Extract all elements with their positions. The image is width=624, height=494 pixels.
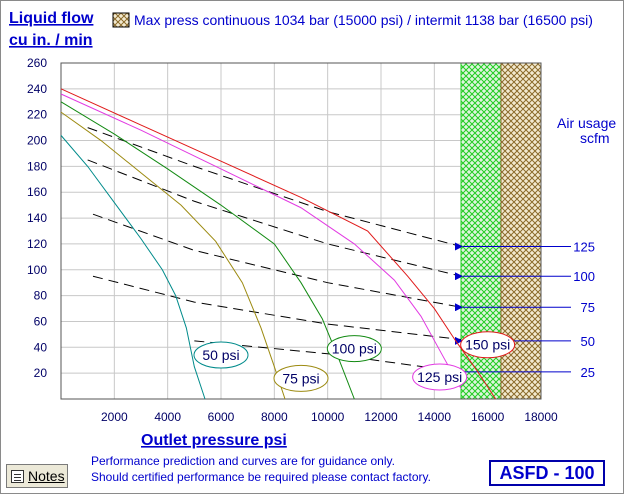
- air-usage-line-100: [87, 159, 462, 277]
- curve-label-bubble-75-psi: [273, 364, 329, 392]
- y-tick-label: 240: [27, 82, 47, 96]
- curve-label-bubble-150-psi: [460, 331, 516, 359]
- y-tick-label: 140: [27, 211, 47, 225]
- notes-button-label: Notes: [28, 468, 65, 484]
- curve-label-bubble-125-psi: [412, 363, 468, 391]
- curve-50-psi: [60, 135, 206, 400]
- x-tick-label: 18000: [524, 410, 558, 424]
- x-tick-label: 14000: [418, 410, 452, 424]
- disclaimer-line1: Performance prediction and curves are fo…: [91, 454, 395, 468]
- x-tick-label: 16000: [471, 410, 505, 424]
- air-usage-label-125: 125: [573, 240, 595, 255]
- x-tick-label: 12000: [364, 410, 398, 424]
- curve-label-125-psi: 125 psi: [417, 369, 462, 385]
- curve-125-psi: [60, 93, 462, 389]
- y-tick-label: 20: [34, 366, 48, 380]
- air-usage-line-50: [92, 275, 462, 341]
- curve-label-bubble-100-psi: [326, 335, 382, 363]
- y-tick-label: 160: [27, 185, 47, 199]
- curve-label-100-psi: 100 psi: [332, 341, 377, 357]
- y-tick-label: 40: [34, 340, 48, 354]
- air-usage-line-75: [92, 213, 462, 308]
- air-usage-label-50: 50: [581, 334, 595, 349]
- y-tick-label: 80: [34, 289, 48, 303]
- legend-swatch: [112, 12, 130, 28]
- y-tick-label: 260: [27, 56, 47, 70]
- air-usage-label-75: 75: [581, 300, 595, 315]
- air-usage-title-line2: scfm: [580, 130, 610, 146]
- plot-border: [60, 62, 542, 400]
- air-usage-line-125: [87, 127, 462, 247]
- notes-icon: [11, 469, 24, 483]
- curve-label-50-psi: 50 psi: [202, 347, 239, 363]
- air-usage-title-line1: Air usage: [557, 115, 616, 131]
- y-axis-label-line1: Liquid flow: [9, 10, 94, 27]
- y-tick-label: 100: [27, 263, 47, 277]
- y-tick-label: 60: [34, 314, 48, 328]
- air-usage-label-25: 25: [581, 365, 595, 380]
- legend-text: Max press continuous 1034 bar (15000 psi…: [134, 12, 593, 28]
- x-tick-label: 6000: [208, 410, 235, 424]
- x-tick-label: 8000: [261, 410, 288, 424]
- curve-label-75-psi: 75 psi: [282, 370, 319, 386]
- y-tick-label: 220: [27, 108, 47, 122]
- air-usage-line-25: [194, 340, 462, 373]
- curve-label-bubble-50-psi: [193, 341, 249, 369]
- curve-75-psi: [60, 111, 286, 400]
- curve-label-150-psi: 150 psi: [465, 337, 510, 353]
- x-axis-label: Outlet pressure psi: [141, 432, 287, 449]
- y-tick-label: 180: [27, 159, 47, 173]
- air-usage-label-100: 100: [573, 269, 595, 284]
- disclaimer-line2: Should certified performance be required…: [91, 470, 431, 484]
- disclaimer: Performance prediction and curves are fo…: [91, 453, 431, 485]
- notes-button[interactable]: Notes: [6, 464, 68, 488]
- x-tick-label: 4000: [154, 410, 181, 424]
- curve-150-psi: [60, 88, 497, 400]
- y-tick-label: 120: [27, 237, 47, 251]
- model-badge: ASFD - 100: [489, 460, 605, 486]
- x-tick-label: 10000: [311, 410, 345, 424]
- performance-chart: Liquid flow cu in. / min Max press conti…: [9, 10, 616, 449]
- x-tick-label: 2000: [101, 410, 128, 424]
- y-axis-label-line2: cu in. / min: [9, 32, 93, 49]
- plot-area: 2000 4000 6000 8000 10000 12000 14000 16000 1800…: [27, 56, 595, 424]
- y-tick-label: 200: [27, 134, 47, 148]
